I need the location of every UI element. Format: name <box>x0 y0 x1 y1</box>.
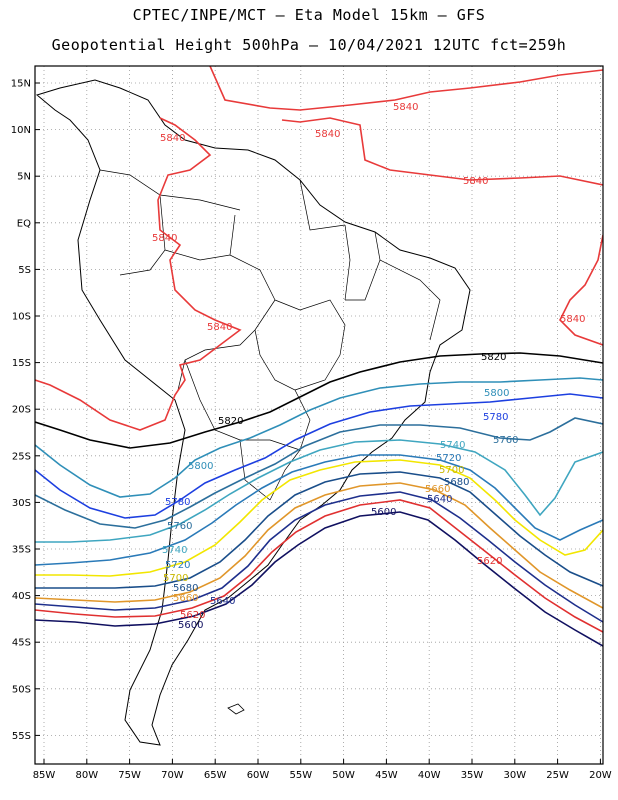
contour-5700 <box>35 459 603 577</box>
lon-label-40W: 40W <box>418 770 441 781</box>
lon-label-35W: 35W <box>461 770 484 781</box>
lon-label-30W: 30W <box>503 770 526 781</box>
lon-label-60W: 60W <box>247 770 270 781</box>
label-5600-a: 5600 <box>371 507 396 518</box>
contour-5740 <box>35 439 603 543</box>
label-5680-a: 5680 <box>444 477 469 488</box>
label-5620-b: 5620 <box>180 610 205 621</box>
axis-labels: 15N 10N 5N EQ 5S 10S 15S 20S 25S 30S 35S 40S 45S 50S 5… <box>11 79 612 782</box>
contour-5780 <box>35 393 603 519</box>
lat-label-10S: 10S <box>12 312 31 323</box>
contour-5820 <box>35 352 603 449</box>
contour-5680 <box>35 471 603 589</box>
label-5720-b: 5720 <box>165 560 190 571</box>
label-5660-a: 5660 <box>425 484 450 495</box>
lon-label-65W: 65W <box>204 770 227 781</box>
map-title-line2: Geopotential Height 500hPa – 10/04/2021 … <box>51 36 567 54</box>
lon-label-45W: 45W <box>375 770 398 781</box>
label-5660-b: 5660 <box>173 593 198 604</box>
country-borders <box>99 169 441 501</box>
label-5840-b: 5840 <box>315 129 340 140</box>
lon-label-75W: 75W <box>118 770 141 781</box>
lat-label-45S: 45S <box>12 638 31 649</box>
contour-5840-atlantic <box>281 117 603 186</box>
label-5700-b: 5700 <box>163 573 188 584</box>
label-5720-a: 5720 <box>436 453 461 464</box>
lon-label-50W: 50W <box>332 770 355 781</box>
contour-5720 <box>35 454 603 566</box>
lon-label-85W: 85W <box>33 770 56 781</box>
lon-label-70W: 70W <box>161 770 184 781</box>
map-frame <box>34 65 604 765</box>
label-5760-b: 5760 <box>167 521 192 532</box>
label-5840-c: 5840 <box>160 133 185 144</box>
label-5840-d: 5840 <box>463 176 488 187</box>
lon-label-20W: 20W <box>589 770 612 781</box>
label-5800-a: 5800 <box>484 388 509 399</box>
contour-5840-north <box>209 66 603 111</box>
contour-5840-venezuela <box>35 117 242 431</box>
contour-labels: 5840 5840 5840 5840 5840 5840 5840 5820 … <box>152 102 585 631</box>
lat-label-5N: 5N <box>17 172 31 183</box>
label-5840-e: 5840 <box>152 233 177 244</box>
lat-label-EQ: EQ <box>17 218 31 229</box>
lat-label-30S: 30S <box>12 498 31 509</box>
contour-5640 <box>35 491 603 623</box>
lon-label-25W: 25W <box>546 770 569 781</box>
label-5820-a: 5820 <box>481 352 506 363</box>
label-5700-a: 5700 <box>439 465 464 476</box>
label-5840-f: 5840 <box>207 322 232 333</box>
lat-label-55S: 55S <box>12 731 31 742</box>
grid-lines <box>35 66 603 764</box>
label-5620-a: 5620 <box>477 556 502 567</box>
south-america-coastline <box>35 79 471 746</box>
lat-label-40S: 40S <box>12 591 31 602</box>
lat-label-15N: 15N <box>11 79 31 90</box>
lon-label-55W: 55W <box>289 770 312 781</box>
contour-5840-east <box>559 234 603 346</box>
label-5600-b: 5600 <box>178 620 203 631</box>
falkland-islands <box>227 703 245 715</box>
lat-label-50S: 50S <box>12 684 31 695</box>
label-5820-b: 5820 <box>218 416 243 427</box>
label-5680-b: 5680 <box>173 583 198 594</box>
label-5840-g: 5840 <box>560 314 585 325</box>
lat-label-25S: 25S <box>12 451 31 462</box>
contour-lines <box>35 66 603 647</box>
contour-5620 <box>35 499 603 633</box>
label-5740-a: 5740 <box>440 440 465 451</box>
label-5780-a: 5780 <box>483 412 508 423</box>
map-title-line1: CPTEC/INPE/MCT – Eta Model 15km – GFS <box>132 6 486 24</box>
contour-5660 <box>35 482 603 609</box>
lat-label-20S: 20S <box>12 405 31 416</box>
label-5740-b: 5740 <box>162 545 187 556</box>
lat-label-15S: 15S <box>12 358 31 369</box>
contour-5800 <box>35 377 603 498</box>
contour-5760 <box>35 417 603 529</box>
lat-label-35S: 35S <box>12 545 31 556</box>
label-5640-a: 5640 <box>427 494 452 505</box>
label-5780-b: 5780 <box>165 497 190 508</box>
label-5760-a: 5760 <box>493 435 518 446</box>
lat-label-5S: 5S <box>18 265 31 276</box>
label-5640-b: 5640 <box>210 596 235 607</box>
label-5840-a: 5840 <box>393 102 418 113</box>
lon-label-80W: 80W <box>75 770 98 781</box>
label-5800-b: 5800 <box>188 461 213 472</box>
contour-5600 <box>35 511 603 647</box>
lat-label-10N: 10N <box>11 125 31 136</box>
